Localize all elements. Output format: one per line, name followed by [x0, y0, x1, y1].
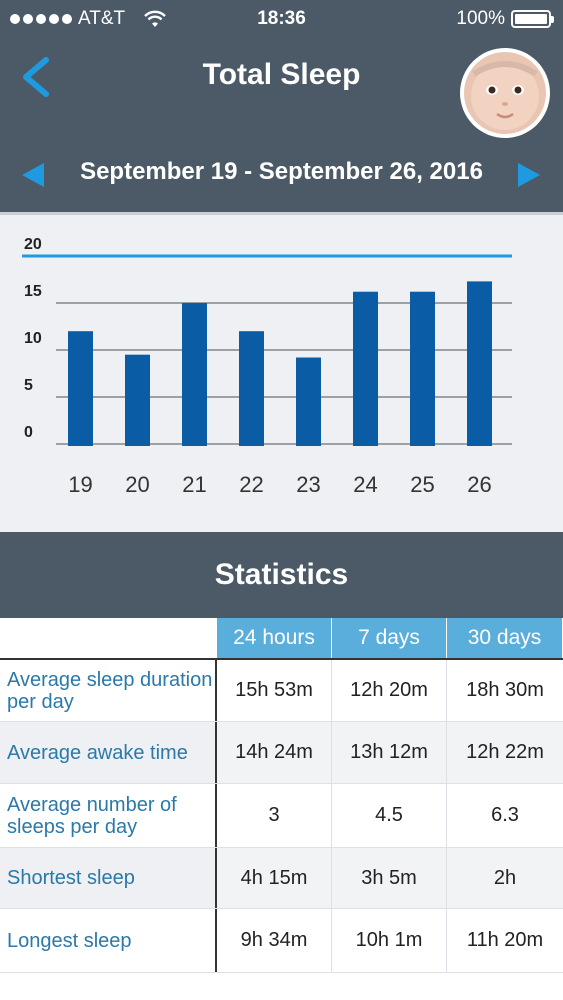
- table-row: Shortest sleep 4h 15m 3h 5m 2h: [0, 848, 563, 909]
- date-range: September 19 - September 26, 2016: [80, 158, 483, 185]
- column-header-30-days[interactable]: 30 days: [447, 618, 563, 658]
- previous-week-arrow-icon[interactable]: [20, 162, 46, 188]
- table-row: Average number of sleeps per day 3 4.5 6…: [0, 784, 563, 848]
- statistics-title: Statistics: [214, 558, 349, 591]
- y-tick-label: 0: [24, 424, 33, 441]
- table-cell: 3h 5m: [332, 848, 447, 908]
- bar: [125, 354, 150, 446]
- table-cell: 12h 22m: [466, 741, 544, 763]
- page-title: Total Sleep: [202, 58, 361, 91]
- bar: [68, 331, 93, 446]
- statistics-table: 24 hours 7 days 30 days Average sleep du…: [0, 618, 563, 973]
- avatar[interactable]: [460, 48, 550, 138]
- bar: [410, 291, 435, 446]
- status-time: 18:36: [257, 8, 306, 29]
- row-label: Average number of sleeps per day: [0, 784, 217, 847]
- y-tick-label: 5: [24, 377, 33, 394]
- y-tick-label: 15: [24, 283, 42, 300]
- bar-chart: 0 5 10 15 20 19 20 21 22 23 24 25 26: [22, 236, 512, 497]
- bar: [239, 331, 264, 446]
- battery-icon: [511, 10, 554, 28]
- table-cell: 15h 53m: [217, 660, 332, 721]
- carrier-name: AT&T: [78, 8, 126, 29]
- signal-icon: [10, 14, 72, 24]
- row-label: Average sleep duration per day: [0, 660, 217, 721]
- x-tick-label: 26: [467, 472, 491, 497]
- sleep-chart: 0 5 10 15 20 19 20 21 22 23 24 25 26: [0, 212, 563, 532]
- table-cell: 4.5: [332, 784, 447, 847]
- x-tick-label: 20: [125, 472, 149, 497]
- table-corner: [0, 618, 217, 658]
- column-header-24-hours[interactable]: 24 hours: [217, 618, 332, 658]
- table-cell: 13h 12m: [332, 722, 447, 783]
- table-cell: 4h 15m: [217, 848, 332, 908]
- table-header-row: 24 hours 7 days 30 days: [0, 618, 563, 660]
- table-cell: 10h 1m: [332, 909, 447, 972]
- back-chevron-icon[interactable]: [14, 52, 58, 102]
- table-cell: 12h 20m: [332, 660, 447, 721]
- row-label: Longest sleep: [0, 909, 217, 972]
- table-row: Longest sleep 9h 34m 10h 1m 11h 20m: [0, 909, 563, 973]
- statistics-header: Statistics: [0, 532, 563, 618]
- table-cell: 6.3: [491, 804, 519, 826]
- table-cell: 11h 20m: [466, 929, 544, 951]
- table-cell: 3: [217, 784, 332, 847]
- status-right: 100%: [456, 8, 554, 30]
- row-label: Shortest sleep: [0, 848, 217, 908]
- header: AT&T 18:36 100% Total Sleep: [0, 0, 563, 212]
- x-tick-label: 25: [410, 472, 434, 497]
- table-row: Average sleep duration per day 15h 53m 1…: [0, 660, 563, 722]
- table-row: Average awake time 14h 24m 13h 12m 12h 2…: [0, 722, 563, 784]
- table-cell: 14h 24m: [217, 722, 332, 783]
- bar: [467, 281, 492, 446]
- y-tick-label: 20: [24, 236, 42, 253]
- x-tick-label: 24: [353, 472, 377, 497]
- bar: [182, 303, 207, 446]
- bar: [296, 357, 321, 446]
- x-tick-label: 19: [68, 472, 92, 497]
- baby-avatar-image: [464, 52, 546, 134]
- status-left: AT&T: [10, 8, 167, 30]
- x-tick-label: 23: [296, 472, 320, 497]
- row-label: Average awake time: [0, 722, 217, 783]
- x-tick-label: 21: [182, 472, 206, 497]
- table-cell: 9h 34m: [217, 909, 332, 972]
- x-tick-label: 22: [239, 472, 263, 497]
- battery-percent: 100%: [456, 8, 505, 29]
- y-tick-label: 10: [24, 330, 42, 347]
- table-cell: 2h: [493, 866, 517, 889]
- wifi-icon: [144, 10, 167, 27]
- bar: [353, 291, 378, 446]
- status-bar: AT&T 18:36 100%: [0, 0, 563, 38]
- table-cell: 18h 30m: [466, 679, 544, 701]
- column-header-7-days[interactable]: 7 days: [332, 618, 447, 658]
- next-week-arrow-icon[interactable]: [516, 162, 542, 188]
- date-navigator: September 19 - September 26, 2016: [0, 152, 563, 196]
